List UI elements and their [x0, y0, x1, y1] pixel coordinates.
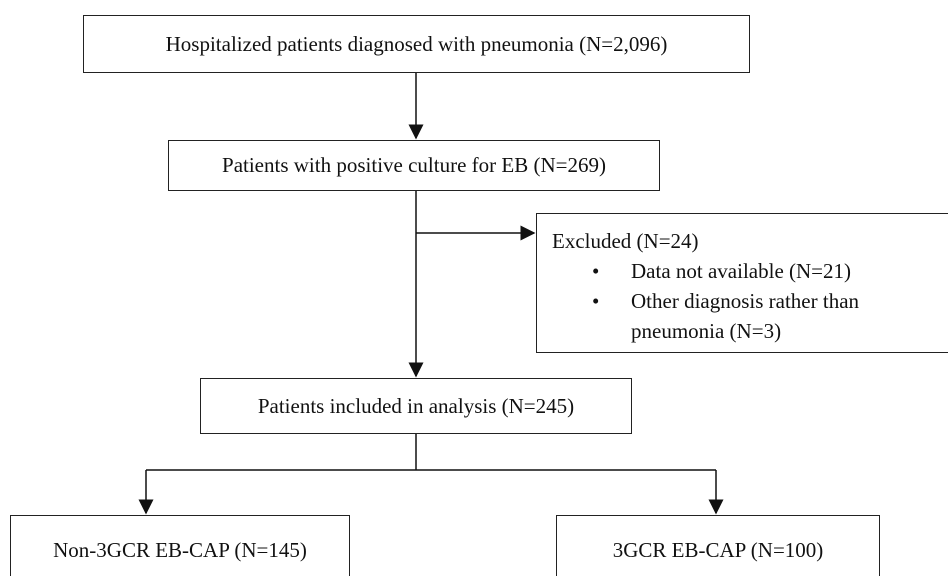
node: 3GCR EB-CAP (N=100): [556, 515, 880, 576]
node: Patients included in analysis (N=245): [200, 378, 632, 434]
node: Excluded (N=24) • Data not available (N=…: [536, 213, 948, 353]
node-label: Non-3GCR EB-CAP (N=145): [53, 538, 307, 562]
list-item: Other diagnosis rather than pneumonia (N…: [631, 289, 860, 343]
node-label: Excluded (N=24): [552, 229, 699, 253]
node-label: Hospitalized patients diagnosed with pne…: [165, 31, 668, 56]
node-label: Patients with positive culture for EB (N…: [222, 153, 606, 177]
list-item: Data not available (N=21): [631, 259, 852, 283]
node: Hospitalized patients diagnosed with pne…: [83, 15, 750, 73]
bullet: •: [592, 289, 600, 313]
node: Non-3GCR EB-CAP (N=145): [10, 515, 350, 576]
node-label: 3GCR EB-CAP (N=100): [612, 538, 824, 562]
node: Patients with positive culture for EB (N…: [168, 140, 660, 191]
node-label: Patients included in analysis (N=245): [257, 393, 575, 418]
bullet: •: [592, 259, 600, 283]
